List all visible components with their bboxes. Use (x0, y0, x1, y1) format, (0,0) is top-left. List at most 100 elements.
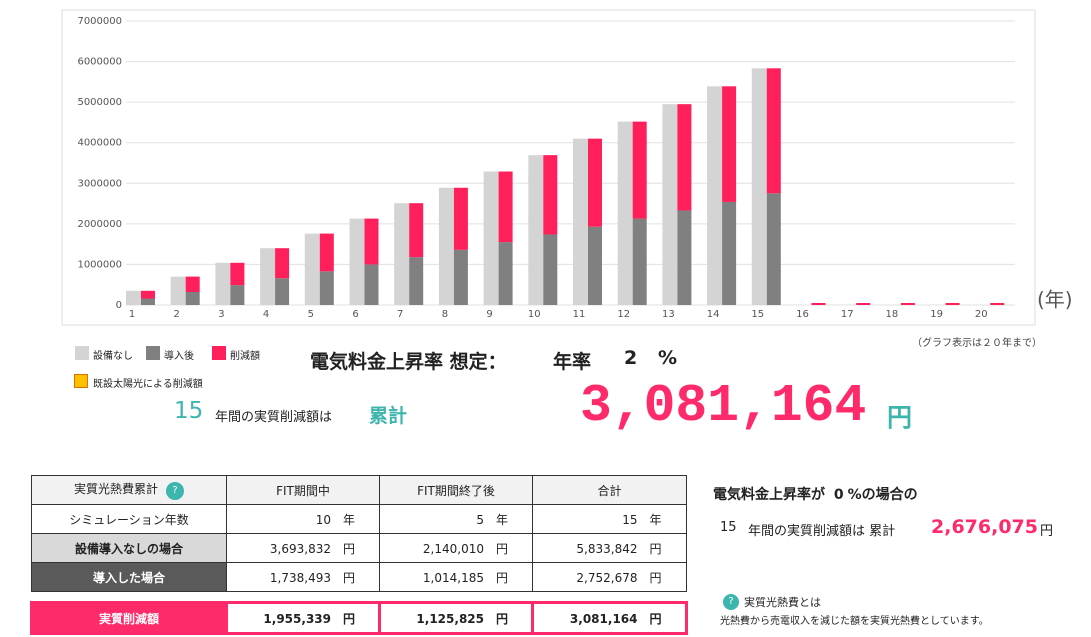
bar (662, 104, 678, 306)
bar (185, 292, 200, 305)
x-tick-label: 12 (617, 309, 630, 320)
value-cell: 1,014,185 円 (379, 562, 533, 592)
cell-value: 10 (315, 512, 331, 527)
zero-case-years: 15 (720, 520, 737, 535)
cell-value: 1,955,339 (263, 611, 331, 626)
header-cell: 実質光熱費累計? (31, 475, 227, 505)
y-tick-label: 5000000 (77, 97, 122, 108)
bar (573, 138, 588, 305)
x-axis-label: (年) (1037, 288, 1073, 312)
header-text: FIT期間終了後 (417, 483, 495, 498)
zero-case-unit: 円 (1040, 524, 1054, 539)
header-cell: FIT期間終了後 (379, 475, 533, 505)
cost-table: 実質光熱費累計? FIT期間中 FIT期間終了後 合計 シミュレーション年数 10 年 5 年 1… (30, 475, 688, 635)
cell-unit: 年 (495, 512, 508, 527)
bar (260, 248, 276, 305)
legend-swatch (212, 346, 226, 360)
bar (722, 201, 737, 305)
bar (766, 68, 781, 194)
rate: 2 (624, 347, 638, 369)
table-row: シミュレーション年数 10 年 5 年 15 年 (31, 504, 687, 534)
value-cell: 5,833,842 円 (532, 533, 687, 563)
bar (141, 298, 155, 305)
header-cell: FIT期間中 (226, 475, 380, 505)
bar (364, 218, 379, 265)
legend-label: 削減額 (230, 351, 260, 362)
bar (677, 104, 692, 211)
x-tick-label: 7 (397, 309, 403, 320)
bar (230, 285, 245, 305)
info-title: 実質光熱費とは (744, 596, 821, 609)
x-tick-label: 19 (930, 309, 943, 320)
x-tick-label: 4 (263, 309, 269, 320)
x-tick-label: 8 (442, 309, 448, 320)
x-tick-label: 1 (129, 309, 135, 320)
x-tick-label: 3 (218, 309, 224, 320)
y-tick-label: 2000000 (77, 219, 122, 230)
y-tick-label: 0 (116, 300, 122, 311)
value-cell: 10 年 (226, 504, 380, 534)
bar (409, 257, 424, 305)
x-tick-label: 10 (528, 309, 541, 320)
x-tick-label: 9 (486, 309, 492, 320)
bar (498, 171, 513, 243)
bar (722, 86, 737, 202)
cell-value: 5,833,842 (576, 541, 638, 556)
cell-unit: 円 (495, 611, 508, 626)
legend-label: 既設太陽光による削減額 (93, 379, 203, 390)
row-label: 実質削減額 (30, 601, 228, 635)
y-tick-label: 1000000 (77, 259, 122, 270)
bar (394, 203, 410, 305)
bar (304, 233, 320, 305)
zero-case-line1: 電気料金上昇率が 0 %の場合の (713, 484, 918, 504)
bar (543, 234, 558, 305)
table-row: 設備導入なしの場合 3,693,832 円 2,140,010 円 5,833,842 円 (31, 533, 687, 563)
y-tick-label: 4000000 (77, 138, 122, 149)
x-tick-label: 5 (308, 309, 314, 320)
bar (319, 271, 334, 305)
cell-unit: 年 (342, 512, 355, 527)
summary-cumulative: 累計 (369, 405, 408, 427)
rate-unit: % (658, 347, 678, 369)
zero-case-text: %の場合の (847, 487, 918, 503)
bar (170, 276, 186, 305)
chart-frame (61, 9, 1036, 326)
bar (588, 138, 602, 227)
help-icon[interactable]: ? (166, 482, 184, 500)
header-text: FIT期間中 (276, 483, 330, 498)
assumption-label: 電気料金上昇率 想定： (310, 351, 507, 373)
bar (275, 248, 290, 279)
chart: (年) 0 1000000 2000000 3000000 4000000 5000000… (61, 9, 1073, 326)
info-icon[interactable]: ? (723, 594, 739, 610)
summary-years: 15 (174, 398, 204, 424)
legend-swatch (146, 346, 160, 360)
cell-unit: 円 (342, 570, 355, 585)
cell-value: 3,693,832 (269, 541, 331, 556)
zero-case-text: 年間の実質削減額は 累計 (748, 524, 896, 539)
legend-label: 設備なし (93, 351, 133, 362)
bar (677, 210, 692, 305)
bar (543, 155, 558, 235)
value-cell: 1,125,825 円 (378, 601, 534, 635)
cell-value: 2,752,678 (576, 570, 638, 585)
bar (617, 121, 633, 305)
cell-value: 3,081,164 (569, 611, 638, 626)
cell-value: 1,014,185 (422, 570, 484, 585)
legend-swatch (74, 374, 88, 388)
row-label: シミュレーション年数 (31, 504, 227, 534)
x-tick-label: 17 (841, 309, 854, 320)
zero-case-text: 電気料金上昇率が (713, 487, 825, 503)
x-tick-label: 15 (751, 309, 764, 320)
cell-value: 1,125,825 (416, 611, 484, 626)
bar (409, 203, 424, 258)
summary-unit: 円 (887, 403, 913, 432)
value-cell: 3,081,164 円 (531, 601, 688, 635)
bar (230, 262, 245, 286)
value-cell: 3,693,832 円 (226, 533, 380, 563)
spacer-row (32, 592, 687, 603)
header-text: 実質光熱費累計 (73, 482, 158, 496)
cell-unit: 円 (342, 541, 355, 556)
cell-value: 5 (476, 512, 484, 527)
